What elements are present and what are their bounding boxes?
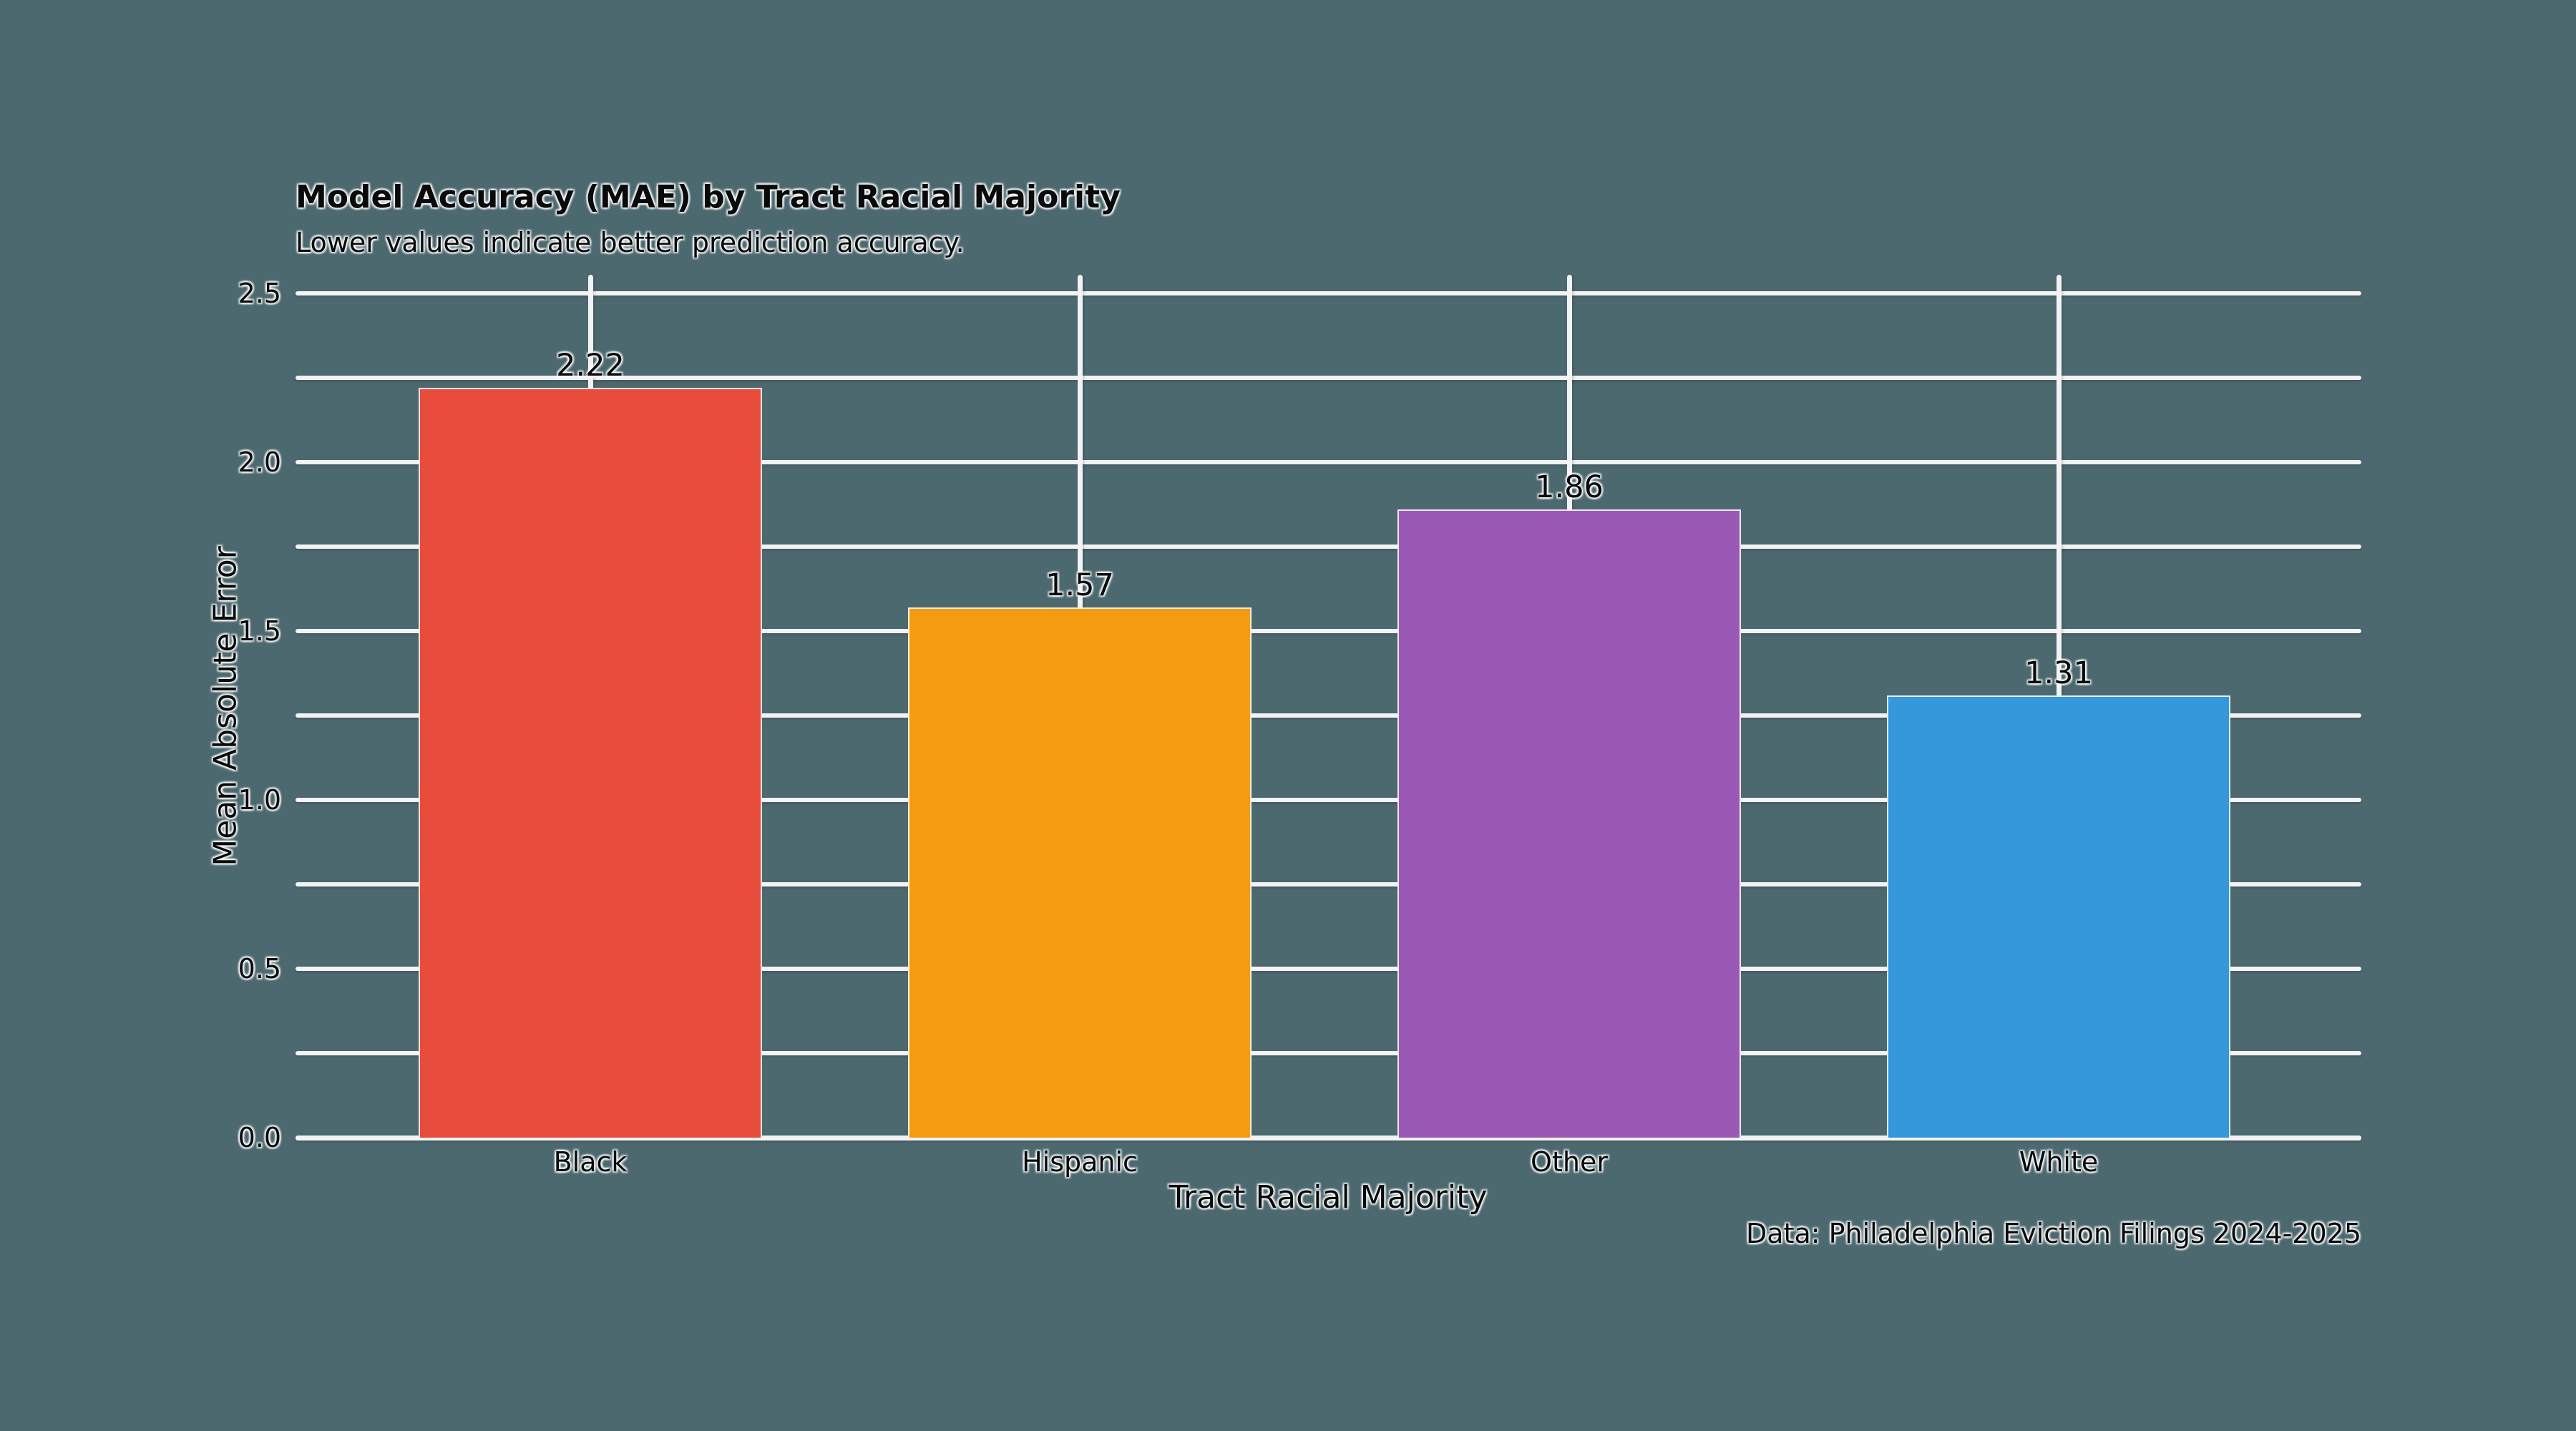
caption: Data: Philadelphia Eviction Filings 2024… <box>1746 1218 2361 1249</box>
plot-area: 0.0 0.5 1.0 1.5 2.0 2.5 2.22 Black 1.57 Hispanic 1… <box>238 275 2361 1178</box>
x-tick-label: White <box>2019 1146 2099 1178</box>
x-axis-label: Tract Racial Majority <box>1169 1179 1488 1216</box>
y-tick-label: 2.0 <box>238 446 281 478</box>
x-tick-label: Other <box>1531 1146 1608 1178</box>
bar-white <box>1887 695 2230 1138</box>
gridline-h <box>296 798 2361 802</box>
y-axis-label: Mean Absolute Error <box>207 546 244 866</box>
x-axis-baseline <box>296 1135 2361 1141</box>
chart-title: Model Accuracy (MAE) by Tract Racial Maj… <box>296 179 1121 215</box>
bar-other <box>1397 509 1741 1138</box>
bar-hispanic <box>908 607 1252 1138</box>
gridline-h <box>296 1051 2361 1055</box>
bar-black <box>419 388 762 1138</box>
y-tick-label: 1.5 <box>238 615 281 647</box>
x-tick-label: Hispanic <box>1022 1146 1138 1178</box>
gridline-h <box>296 967 2361 971</box>
y-tick-label: 0.5 <box>238 953 281 985</box>
bar-value-label: 1.31 <box>2024 655 2093 691</box>
y-tick-label: 1.0 <box>238 784 281 816</box>
bar-value-label: 1.57 <box>1045 567 1114 603</box>
bar-value-label: 1.86 <box>1535 469 1604 506</box>
gridline-h <box>296 460 2361 464</box>
bar-value-label: 2.22 <box>556 348 625 384</box>
gridline-h <box>296 629 2361 633</box>
y-tick-label: 0.0 <box>238 1122 281 1153</box>
gridline-h <box>296 882 2361 887</box>
gridline-h <box>296 713 2361 718</box>
gridline-h <box>296 291 2361 296</box>
chart-subtitle: Lower values indicate better prediction … <box>296 227 965 258</box>
y-tick-label: 2.5 <box>238 278 281 309</box>
gridline-h <box>296 376 2361 380</box>
gridline-h <box>296 544 2361 549</box>
x-tick-label: Black <box>553 1146 628 1178</box>
